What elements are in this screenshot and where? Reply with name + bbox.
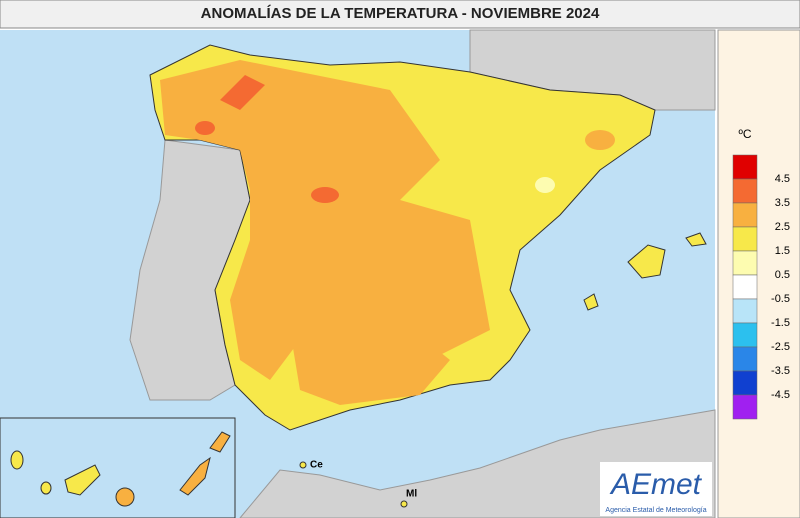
legend-label: -4.5 [771,389,790,401]
legend-panel [717,29,800,518]
logo-text: AEmet [609,468,703,501]
legend-label: 1.5 [775,245,790,257]
legend-swatch [732,394,758,420]
place-label: Ml [406,489,417,500]
island [179,456,211,496]
island [64,464,101,496]
warm-region [160,60,490,380]
hot-region [220,75,265,110]
logo-subtitle: Agencia Estatal de Meteorología [605,507,706,514]
island [40,481,52,495]
warm-region [585,130,615,150]
legend: 4.5 3.5 2.5 1.5 0.5 -0.5 -1.5 -2.5 -3.5 -4.5 [732,154,790,420]
logo-box [600,462,712,516]
legend-swatch [732,298,758,324]
legend-label: -2.5 [771,341,790,353]
title: ANOMALÍAS DE LA TEMPERATURA - NOVIEMBRE … [201,5,600,22]
ceuta [299,461,307,469]
legend-label: 3.5 [775,197,790,209]
warm-region [290,320,450,405]
hot-region [311,187,339,203]
legend-label: -0.5 [771,293,790,305]
legend-label: 4.5 [775,173,790,185]
africa [239,409,716,518]
island [115,487,135,507]
mallorca [627,244,666,279]
legend-swatch [732,178,758,204]
title-bar [0,0,800,29]
legend-label: 2.5 [775,221,790,233]
legend-swatch [732,370,758,396]
legend-swatch [732,322,758,348]
hot-region [195,121,215,135]
legend-unit: ºC [738,127,751,141]
ibiza [583,293,599,311]
legend-swatch [732,274,758,300]
legend-swatch [732,250,758,276]
legend-swatch [732,202,758,228]
legend-label: 0.5 [775,269,790,281]
legend-label: -3.5 [771,365,790,377]
legend-swatch [732,346,758,372]
legend-label: -1.5 [771,317,790,329]
legend-swatch [732,226,758,252]
place-label: Ce [310,460,323,471]
menorca [685,232,707,247]
island [10,450,24,470]
legend-swatch [732,154,758,180]
island [209,431,231,453]
melilla [400,500,408,508]
mild-region [535,177,555,193]
